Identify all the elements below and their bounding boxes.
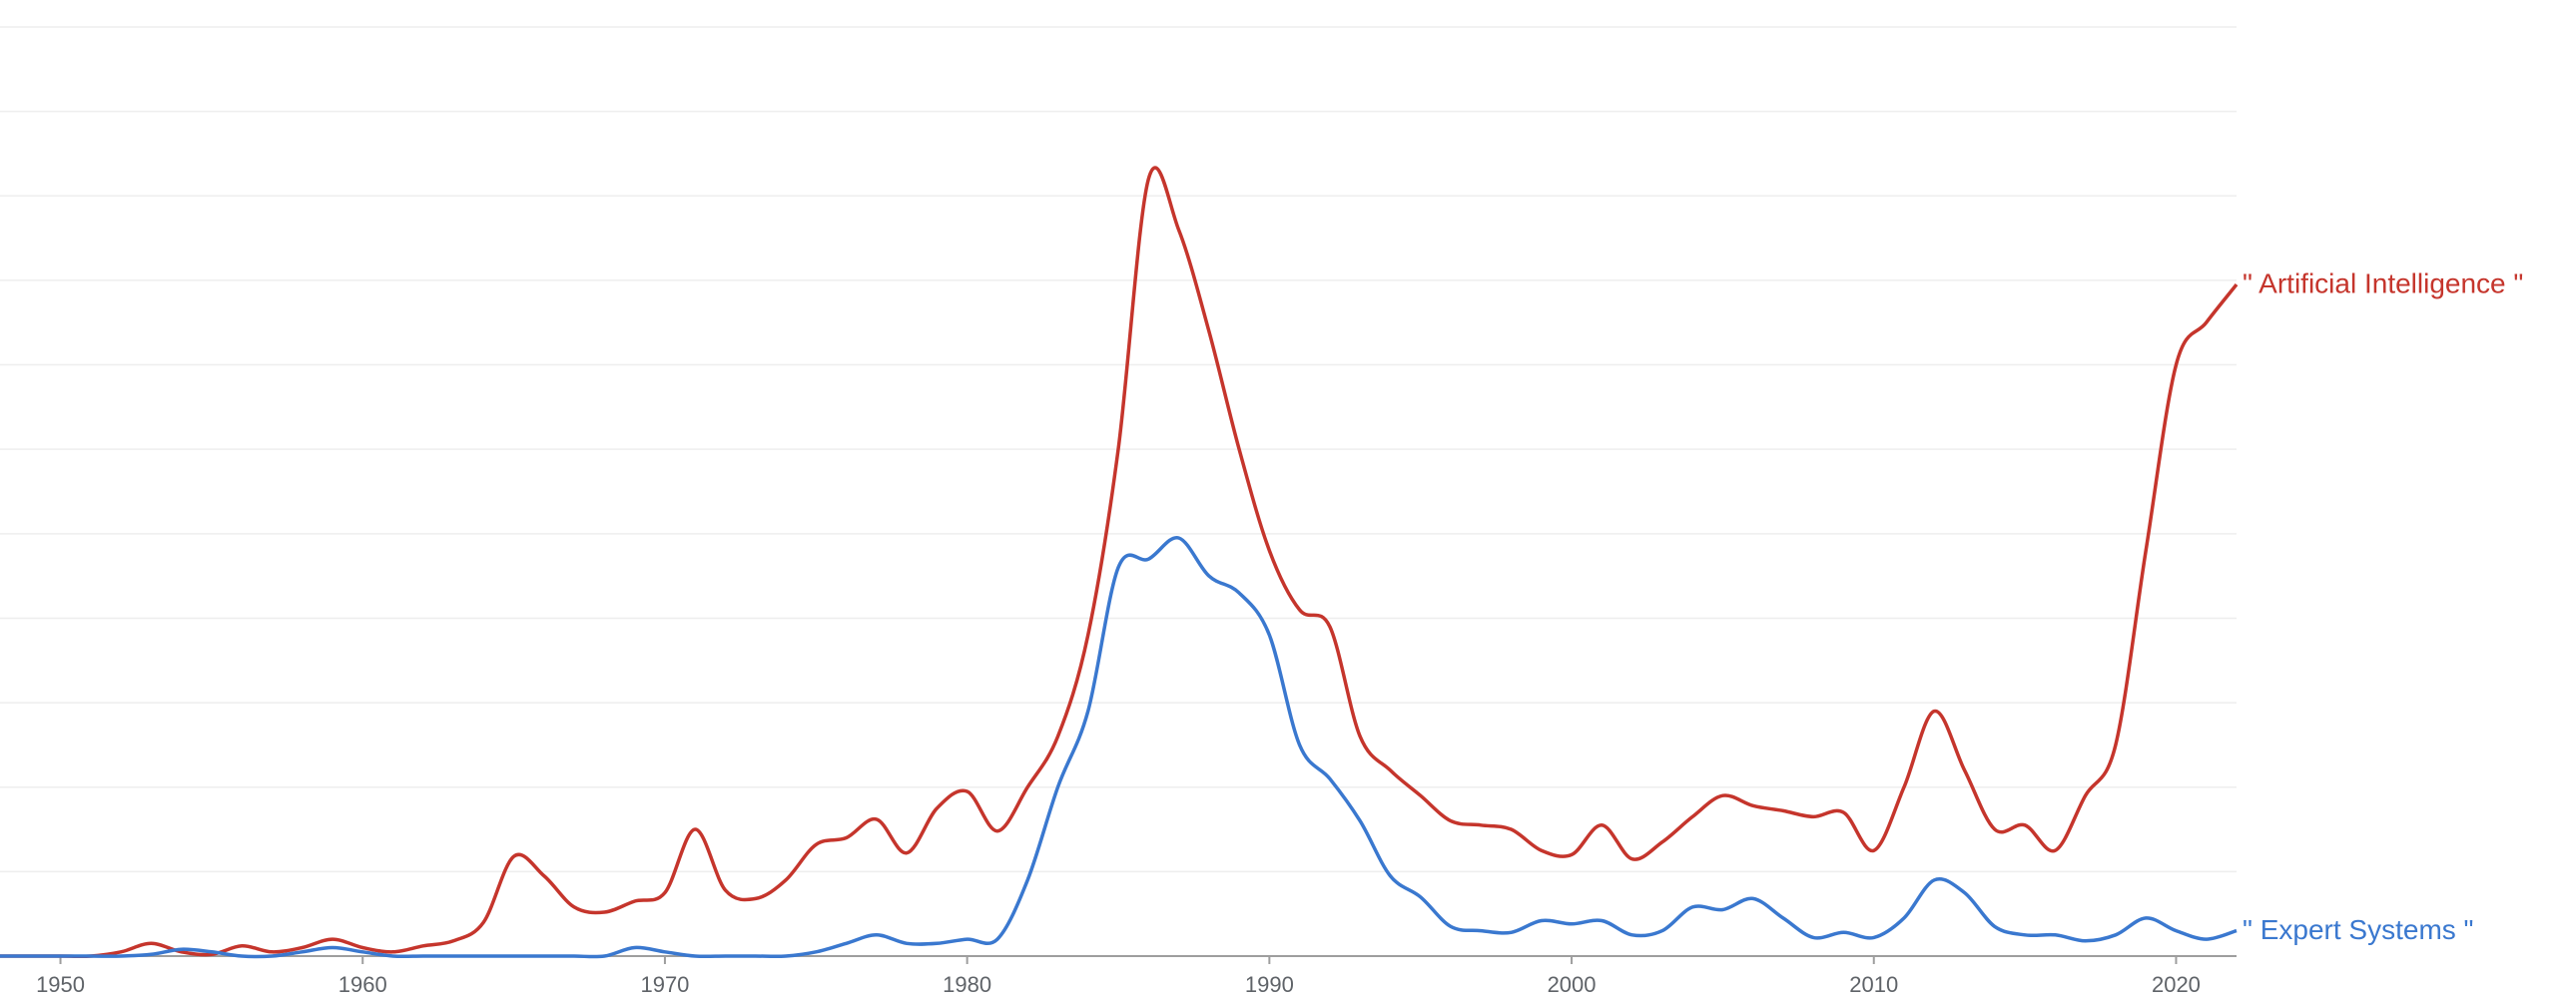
series-labels: " Artificial Intelligence " " Expert Syst…	[2243, 268, 2523, 945]
series-line-0[interactable]	[0, 166, 2239, 959]
series-line-1[interactable]	[0, 536, 2238, 959]
x-tick-label: 1970	[640, 972, 689, 997]
x-tick-label: 2020	[2152, 972, 2201, 997]
series-lines	[0, 166, 2239, 959]
x-tick-label: 1950	[36, 972, 85, 997]
series-label-1[interactable]: " Expert Systems "	[2243, 914, 2474, 945]
x-tick-label: 2010	[1849, 972, 1898, 997]
x-axis: 1950 1960 1970 1980 1990 2000 2010 2020	[0, 955, 2237, 997]
x-tick-label: 1990	[1245, 972, 1294, 997]
x-tick-label: 1960	[338, 972, 387, 997]
x-tick-label: 1980	[943, 972, 991, 997]
x-tick-label: 2000	[1548, 972, 1597, 997]
series-label-0[interactable]: " Artificial Intelligence "	[2243, 268, 2523, 299]
